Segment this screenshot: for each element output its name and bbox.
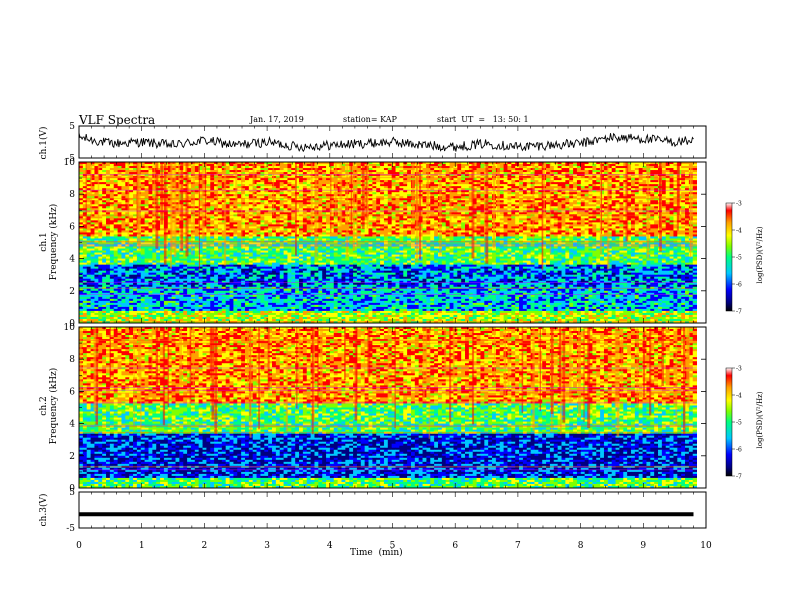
ch3-waveform-ytick-label: 5 bbox=[69, 488, 75, 498]
ch2-spectrogram-colorbar-tick-label: -4 bbox=[736, 393, 742, 400]
ch1-waveform-trace bbox=[78, 132, 694, 153]
start-time-label: start UT = 13: 50: 1 bbox=[437, 115, 529, 124]
ch2-spectrogram-ytick-label: 10 bbox=[64, 323, 76, 333]
ch1-spectrogram-ytick-label: 0 bbox=[69, 319, 75, 329]
x-tick-label: 9 bbox=[640, 541, 646, 551]
ch1-spectrogram-colorbar-tick-label: -3 bbox=[736, 201, 742, 208]
ch1-spectrogram-colorbar-tick-label: -5 bbox=[736, 255, 742, 262]
colorbar-2-label: log(PSD)(V²/Hz) bbox=[755, 380, 765, 460]
ch1-spectrogram-colorbar-tick-label: -6 bbox=[736, 282, 742, 289]
ch1-spectrogram-ylabel: ch.1 Frequency (kHz) bbox=[39, 187, 59, 297]
ch1-waveform-ytick-label: -5 bbox=[66, 154, 75, 164]
ch3-waveform-ytick-label: -5 bbox=[66, 524, 75, 534]
ch2-spectrogram-colorbar-tick-label: -3 bbox=[736, 366, 742, 373]
ch2-spectrogram-cells bbox=[79, 327, 697, 488]
ch2-spectrogram-ytick-label: 2 bbox=[69, 452, 75, 462]
x-tick-label: 10 bbox=[700, 541, 712, 551]
ch1-spectrogram-ytick-label: 4 bbox=[69, 255, 75, 265]
x-tick-label: 6 bbox=[452, 541, 458, 551]
ch1-spectrogram-ytick-label: 8 bbox=[69, 190, 75, 200]
ch3-waveform-ylabel: ch.3(V) bbox=[39, 490, 49, 530]
ch3-waveform-frame bbox=[78, 491, 707, 529]
ch1-spectrogram-colorbar-tick-label: -7 bbox=[736, 309, 742, 316]
x-tick-label: 4 bbox=[327, 541, 333, 551]
ch1-spectrogram-ytick-label: 10 bbox=[64, 158, 76, 168]
ch1-spectrogram-ytick-label: 2 bbox=[69, 287, 75, 297]
ch1-waveform-ylabel: ch.1(V) bbox=[39, 123, 49, 163]
ch2-spectrogram-ytick-label: 4 bbox=[69, 420, 75, 430]
x-tick-label: 3 bbox=[264, 541, 270, 551]
ch2-spectrogram-ylabel: ch.2 Frequency (kHz) bbox=[39, 351, 59, 461]
ch2-spectrogram-colorbar-tick-label: -5 bbox=[736, 420, 742, 427]
ch2-spectrogram-ytick-label: 8 bbox=[69, 355, 75, 365]
ch2-spectrogram-ytick-label: 6 bbox=[69, 387, 75, 397]
station-label: station= KAP bbox=[343, 115, 397, 124]
ch1-waveform-ytick-label: 5 bbox=[69, 122, 75, 132]
x-axis-title: Time (min) bbox=[350, 548, 403, 558]
colorbar-1-label: log(PSD)(V²/Hz) bbox=[755, 215, 765, 295]
figure-title: VLF Spectra bbox=[79, 113, 155, 127]
ch2-spectrogram-colorbar-tick-label: -7 bbox=[736, 474, 742, 481]
date-label: Jan. 17, 2019 bbox=[250, 115, 304, 124]
x-tick-label: 7 bbox=[515, 541, 521, 551]
x-tick-label: 2 bbox=[202, 541, 208, 551]
x-tick-label: 5 bbox=[390, 541, 396, 551]
x-tick-label: 0 bbox=[76, 541, 82, 551]
ch1-spectrogram-ytick-label: 6 bbox=[69, 222, 75, 232]
ch1-spectrogram-colorbar-tick-label: -4 bbox=[736, 228, 742, 235]
x-tick-label: 1 bbox=[139, 541, 145, 551]
ch1-spectrogram-cells bbox=[79, 162, 697, 323]
ch2-spectrogram-ytick-label: 0 bbox=[69, 484, 75, 494]
ch1-spectrogram-colorbar bbox=[725, 202, 733, 312]
x-tick-label: 8 bbox=[578, 541, 584, 551]
ch2-spectrogram-colorbar-tick-label: -6 bbox=[736, 447, 742, 454]
ch2-spectrogram-colorbar bbox=[725, 367, 733, 477]
